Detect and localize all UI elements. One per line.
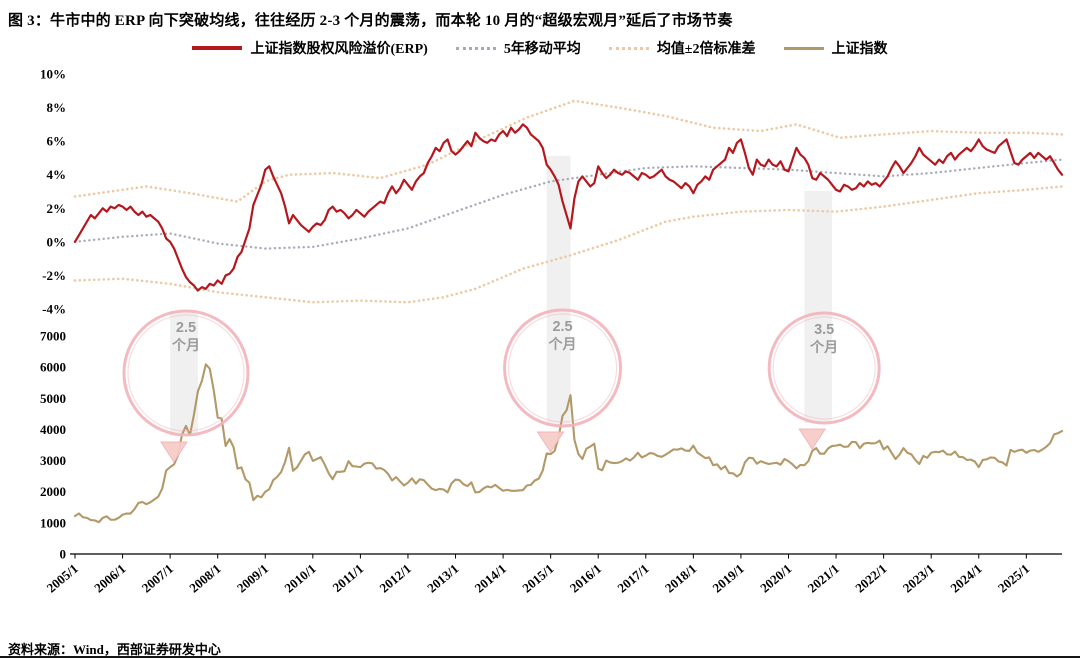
- figure-title: 图 3：牛市中的 ERP 向下突破均线，往往经历 2-3 个月的震荡，而本轮 1…: [8, 13, 733, 29]
- legend-swatch-icon: [608, 46, 649, 50]
- highlight-circle-inner: [507, 313, 618, 423]
- series-erp: [73, 123, 1064, 292]
- x-tick-label: 2013/1: [424, 561, 461, 596]
- legend-item-1: 5年移动平均: [455, 38, 581, 58]
- annotation-unit: 个月: [548, 336, 577, 352]
- source-note: 资料来源：Wind，西部证券研发中心: [8, 642, 221, 657]
- bottom-divider: [0, 656, 1080, 658]
- down-arrow-icon: [160, 441, 188, 463]
- highlight-circle-inner: [772, 316, 876, 420]
- y-tick-label: 0: [60, 547, 67, 562]
- x-tick-label: 2017/1: [614, 561, 651, 596]
- legend-swatch-icon: [783, 46, 824, 50]
- x-tick-label: 2007/1: [139, 561, 176, 596]
- series-band_upper: [73, 99, 1064, 203]
- x-tick-label: 2009/1: [234, 561, 271, 596]
- legend-item-0: 上证指数股权风险溢价(ERP): [192, 38, 428, 58]
- legend-label: 上证指数股权风险溢价(ERP): [250, 42, 428, 57]
- y-tick-label: -2%: [42, 268, 66, 283]
- y-tick-label: 0%: [47, 234, 67, 249]
- x-tick-label: 2008/1: [186, 561, 223, 596]
- x-tick-label: 2022/1: [852, 561, 889, 596]
- y-tick-label: -4%: [42, 302, 66, 317]
- legend-item-2: 均值±2倍标准差: [608, 38, 756, 58]
- y-tick-label: 8%: [47, 100, 67, 115]
- annotation-duration: 2.5: [176, 320, 196, 336]
- x-tick-label: 2005/1: [44, 561, 81, 596]
- legend-label: 均值±2倍标准差: [656, 42, 756, 57]
- chart-legend: 上证指数股权风险溢价(ERP) 5年移动平均 均值±2倍标准差 上证指数: [0, 32, 1080, 64]
- x-tick-label: 2018/1: [662, 561, 699, 596]
- y-tick-label: 7000: [40, 329, 66, 344]
- erp-and-index-chart: 10% 8% 6% 4% 2% 0% -2% -4% 7000 6000 5000 4000 3000 2…: [40, 67, 1064, 596]
- y-tick-label: 10%: [40, 67, 66, 82]
- x-tick-label: 2014/1: [472, 561, 509, 596]
- y-tick-label: 5000: [40, 391, 66, 406]
- highlight-band: [546, 156, 571, 426]
- legend-label: 上证指数: [831, 42, 888, 57]
- highlight-band: [804, 191, 833, 423]
- y-tick-label: 6000: [40, 360, 66, 375]
- y-tick-label: 4000: [40, 422, 66, 437]
- legend-swatch-icon: [455, 46, 496, 50]
- x-tick-label: 2019/1: [710, 561, 747, 596]
- series-sse_index: [73, 363, 1064, 524]
- highlight-circle-inner: [127, 314, 245, 432]
- x-tick-label: 2023/1: [900, 561, 937, 596]
- highlight-circle: [767, 311, 881, 425]
- series-ma5y: [73, 158, 1064, 250]
- series-band_lower: [73, 185, 1064, 304]
- x-tick-label: 2024/1: [947, 561, 984, 596]
- legend-item-3: 上证指数: [783, 38, 888, 58]
- annotation-duration: 3.5: [814, 322, 834, 338]
- x-tick-label: 2021/1: [805, 561, 842, 596]
- y-tick-label: 1000: [40, 515, 66, 530]
- legend-swatch-icon: [192, 46, 243, 50]
- y-tick-label: 6%: [47, 134, 67, 149]
- y-tick-label: 4%: [47, 167, 67, 182]
- x-tick-label: 2020/1: [757, 561, 794, 596]
- x-tick-label: 2011/1: [330, 561, 367, 595]
- legend-label: 5年移动平均: [503, 42, 581, 57]
- highlight-circle: [122, 309, 250, 437]
- x-tick-label: 2016/1: [567, 561, 604, 596]
- x-tick-label: 2025/1: [995, 561, 1032, 596]
- annotation-unit: 个月: [809, 339, 838, 355]
- x-tick-label: 2012/1: [377, 561, 414, 596]
- annotation-unit: 个月: [171, 337, 200, 353]
- annotation-duration: 2.5: [552, 319, 572, 335]
- x-tick-label: 2015/1: [519, 561, 556, 596]
- y-tick-label: 3000: [40, 453, 66, 468]
- highlight-circle: [503, 308, 623, 428]
- down-arrow-icon: [798, 428, 827, 450]
- x-tick-label: 2010/1: [281, 561, 318, 596]
- y-tick-label: 2000: [40, 484, 66, 499]
- down-arrow-icon: [536, 431, 565, 453]
- x-tick-label: 2006/1: [91, 561, 128, 596]
- y-tick-label: 2%: [47, 201, 67, 216]
